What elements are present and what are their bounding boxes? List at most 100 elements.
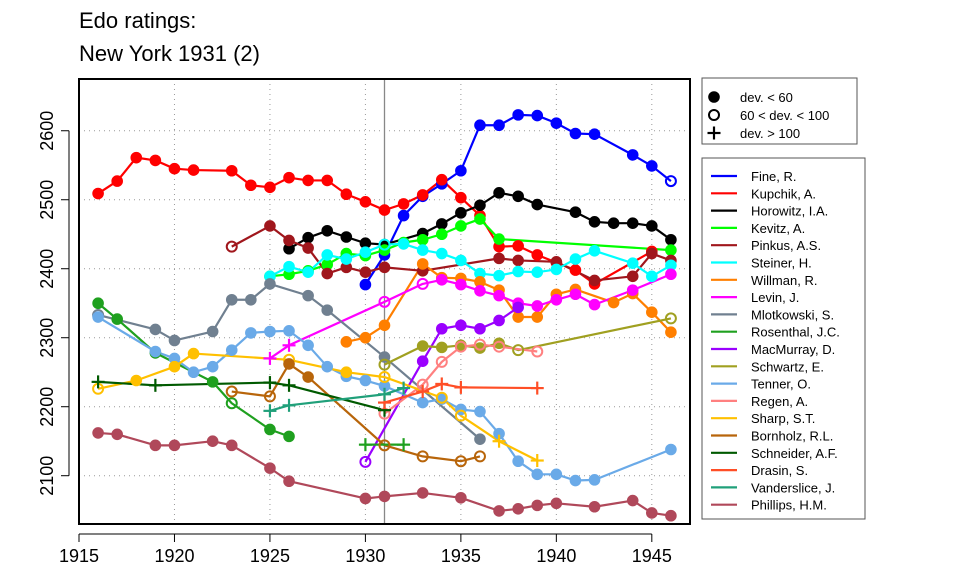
chart-title-line-1: Edo ratings: xyxy=(79,8,197,33)
point-bornholz-r-l-1927 xyxy=(302,371,314,383)
x-tick-label-1930: 1930 xyxy=(345,546,385,566)
point-sharp-s-t-1937 xyxy=(492,434,506,448)
point-macmurray-d-1937 xyxy=(493,314,505,327)
series-line-schwartz-e xyxy=(384,317,672,366)
point-kupchik-a-1916 xyxy=(92,187,104,200)
point-phillips-h-m-1935 xyxy=(455,491,467,504)
point-levin-j-1925 xyxy=(263,351,277,365)
point-schwartz-e-1937 xyxy=(493,337,505,350)
point-phillips-h-m-1940 xyxy=(550,497,563,510)
point-fine-r-1941 xyxy=(569,127,582,140)
point-kupchik-a-1933 xyxy=(416,189,429,201)
y-tick-label-2600: 2600 xyxy=(37,111,57,151)
point-horowitz-i-a-1946 xyxy=(665,233,677,246)
point-kupchik-a-1941 xyxy=(569,264,582,276)
point-willman-r-1939 xyxy=(531,311,544,323)
point-schwartz-e-1933 xyxy=(416,340,429,352)
point-phillips-h-m-1945 xyxy=(646,507,658,519)
point-horowitz-i-a-1929 xyxy=(340,231,353,243)
point-regen-a-1934 xyxy=(435,355,448,368)
point-kupchik-a-1929 xyxy=(340,188,353,201)
point-rosenthal-j-c-1922 xyxy=(206,376,219,388)
point-kupchik-a-1928 xyxy=(321,174,334,187)
point-willman-r-1933 xyxy=(416,258,429,270)
point-levin-j-1944 xyxy=(626,284,639,296)
point-phillips-h-m-1946 xyxy=(665,509,677,522)
point-tenner-o-1924 xyxy=(245,327,257,339)
point-tenner-o-1925 xyxy=(264,325,276,338)
point-willman-r-1946 xyxy=(665,326,677,339)
legend-label-schwartz-e: Schwartz, E. xyxy=(751,359,824,374)
point-steiner-h-1937 xyxy=(493,269,505,282)
point-phillips-h-m-1930 xyxy=(359,492,372,505)
point-mlotkowski-s-1928 xyxy=(321,304,334,316)
point-steiner-h-1929 xyxy=(340,253,353,265)
series-line-vanderslice-j xyxy=(269,387,404,412)
point-levin-j-1941 xyxy=(569,288,582,301)
point-fine-r-1932 xyxy=(397,209,410,222)
series-line-phillips-h-m xyxy=(98,431,672,517)
series-line-kupchik-a xyxy=(97,156,653,286)
point-mlotkowski-s-1919 xyxy=(149,323,162,336)
point-phillips-h-m-1938 xyxy=(512,503,524,515)
point-pinkus-a-s-1931 xyxy=(378,261,391,274)
point-willman-r-1945 xyxy=(646,306,658,318)
point-bornholz-r-l-1935 xyxy=(454,455,467,468)
legend-label-rosenthal-j-c: Rosenthal, J.C. xyxy=(751,325,840,340)
point-horowitz-i-a-1945 xyxy=(646,220,658,232)
point-horowitz-i-a-1944 xyxy=(626,217,639,229)
point-tenner-o-1942 xyxy=(588,474,601,486)
point-willman-r-1929 xyxy=(340,336,353,348)
y-tick-label-2400: 2400 xyxy=(37,249,57,289)
point-steiner-h-1934 xyxy=(435,247,448,260)
point-sharp-s-t-1934 xyxy=(435,391,448,404)
point-mlotkowski-s-1923 xyxy=(225,293,238,306)
point-phillips-h-m-1926 xyxy=(283,475,295,488)
point-tenner-o-1926 xyxy=(283,325,295,337)
legend-label-vanderslice-j: Vanderslice, J. xyxy=(751,480,835,495)
point-phillips-h-m-1922 xyxy=(206,435,219,448)
point-phillips-h-m-1920 xyxy=(168,439,181,452)
point-fine-r-1944 xyxy=(626,149,639,161)
point-kupchik-a-1917 xyxy=(111,175,123,187)
legend-label-mlotkowski-s: Mlotkowski, S. xyxy=(751,307,834,322)
point-steiner-h-1935 xyxy=(455,254,467,267)
point-tenner-o-1936 xyxy=(474,405,486,418)
point-tenner-o-1938 xyxy=(512,455,524,468)
point-kupchik-a-1927 xyxy=(302,174,314,187)
point-bornholz-r-l-1936 xyxy=(473,450,486,463)
point-fine-r-1939 xyxy=(531,109,544,122)
point-tenner-o-1930 xyxy=(359,374,372,387)
point-sharp-s-t-1920 xyxy=(168,360,181,373)
point-rosenthal-j-c-1917 xyxy=(111,313,123,325)
point-kupchik-a-1921 xyxy=(187,164,200,176)
point-horowitz-i-a-1928 xyxy=(321,224,334,237)
point-fine-r-1937 xyxy=(493,119,505,132)
point-macmurray-d-1936 xyxy=(474,322,486,335)
point-vanderslice-j-extra-1930 xyxy=(358,438,372,452)
point-pinkus-a-s-1927 xyxy=(302,242,314,254)
point-pinkus-a-s-1942 xyxy=(588,274,601,287)
point-horowitz-i-a-1936 xyxy=(474,199,486,212)
point-steiner-h-1938 xyxy=(512,265,524,278)
point-drasin-s-1934 xyxy=(435,377,449,391)
point-tenner-o-1946 xyxy=(665,443,677,456)
point-steiner-h-1931 xyxy=(378,238,391,251)
point-fine-r-1945 xyxy=(646,160,658,172)
point-schneider-a-f-1916 xyxy=(91,375,105,389)
point-kupchik-a-1924 xyxy=(245,179,257,192)
point-kupchik-a-1932 xyxy=(397,198,410,210)
point-schwartz-e-1934 xyxy=(435,341,448,354)
point-mlotkowski-s-1922 xyxy=(206,325,219,338)
point-kupchik-a-1931 xyxy=(378,204,391,216)
point-horowitz-i-a-1935 xyxy=(455,207,467,219)
point-pinkus-a-s-1928 xyxy=(321,267,334,280)
series-line-fine-r xyxy=(364,113,672,286)
legend-label-willman-r: Willman, R. xyxy=(751,273,817,288)
point-regen-a-1935 xyxy=(454,340,467,353)
point-vanderslice-j-1932 xyxy=(397,381,411,395)
y-tick-label-2200: 2200 xyxy=(37,387,57,427)
legend-label-phillips-h-m: Phillips, H.M. xyxy=(751,498,827,513)
point-sharp-s-t-1918 xyxy=(130,374,143,387)
